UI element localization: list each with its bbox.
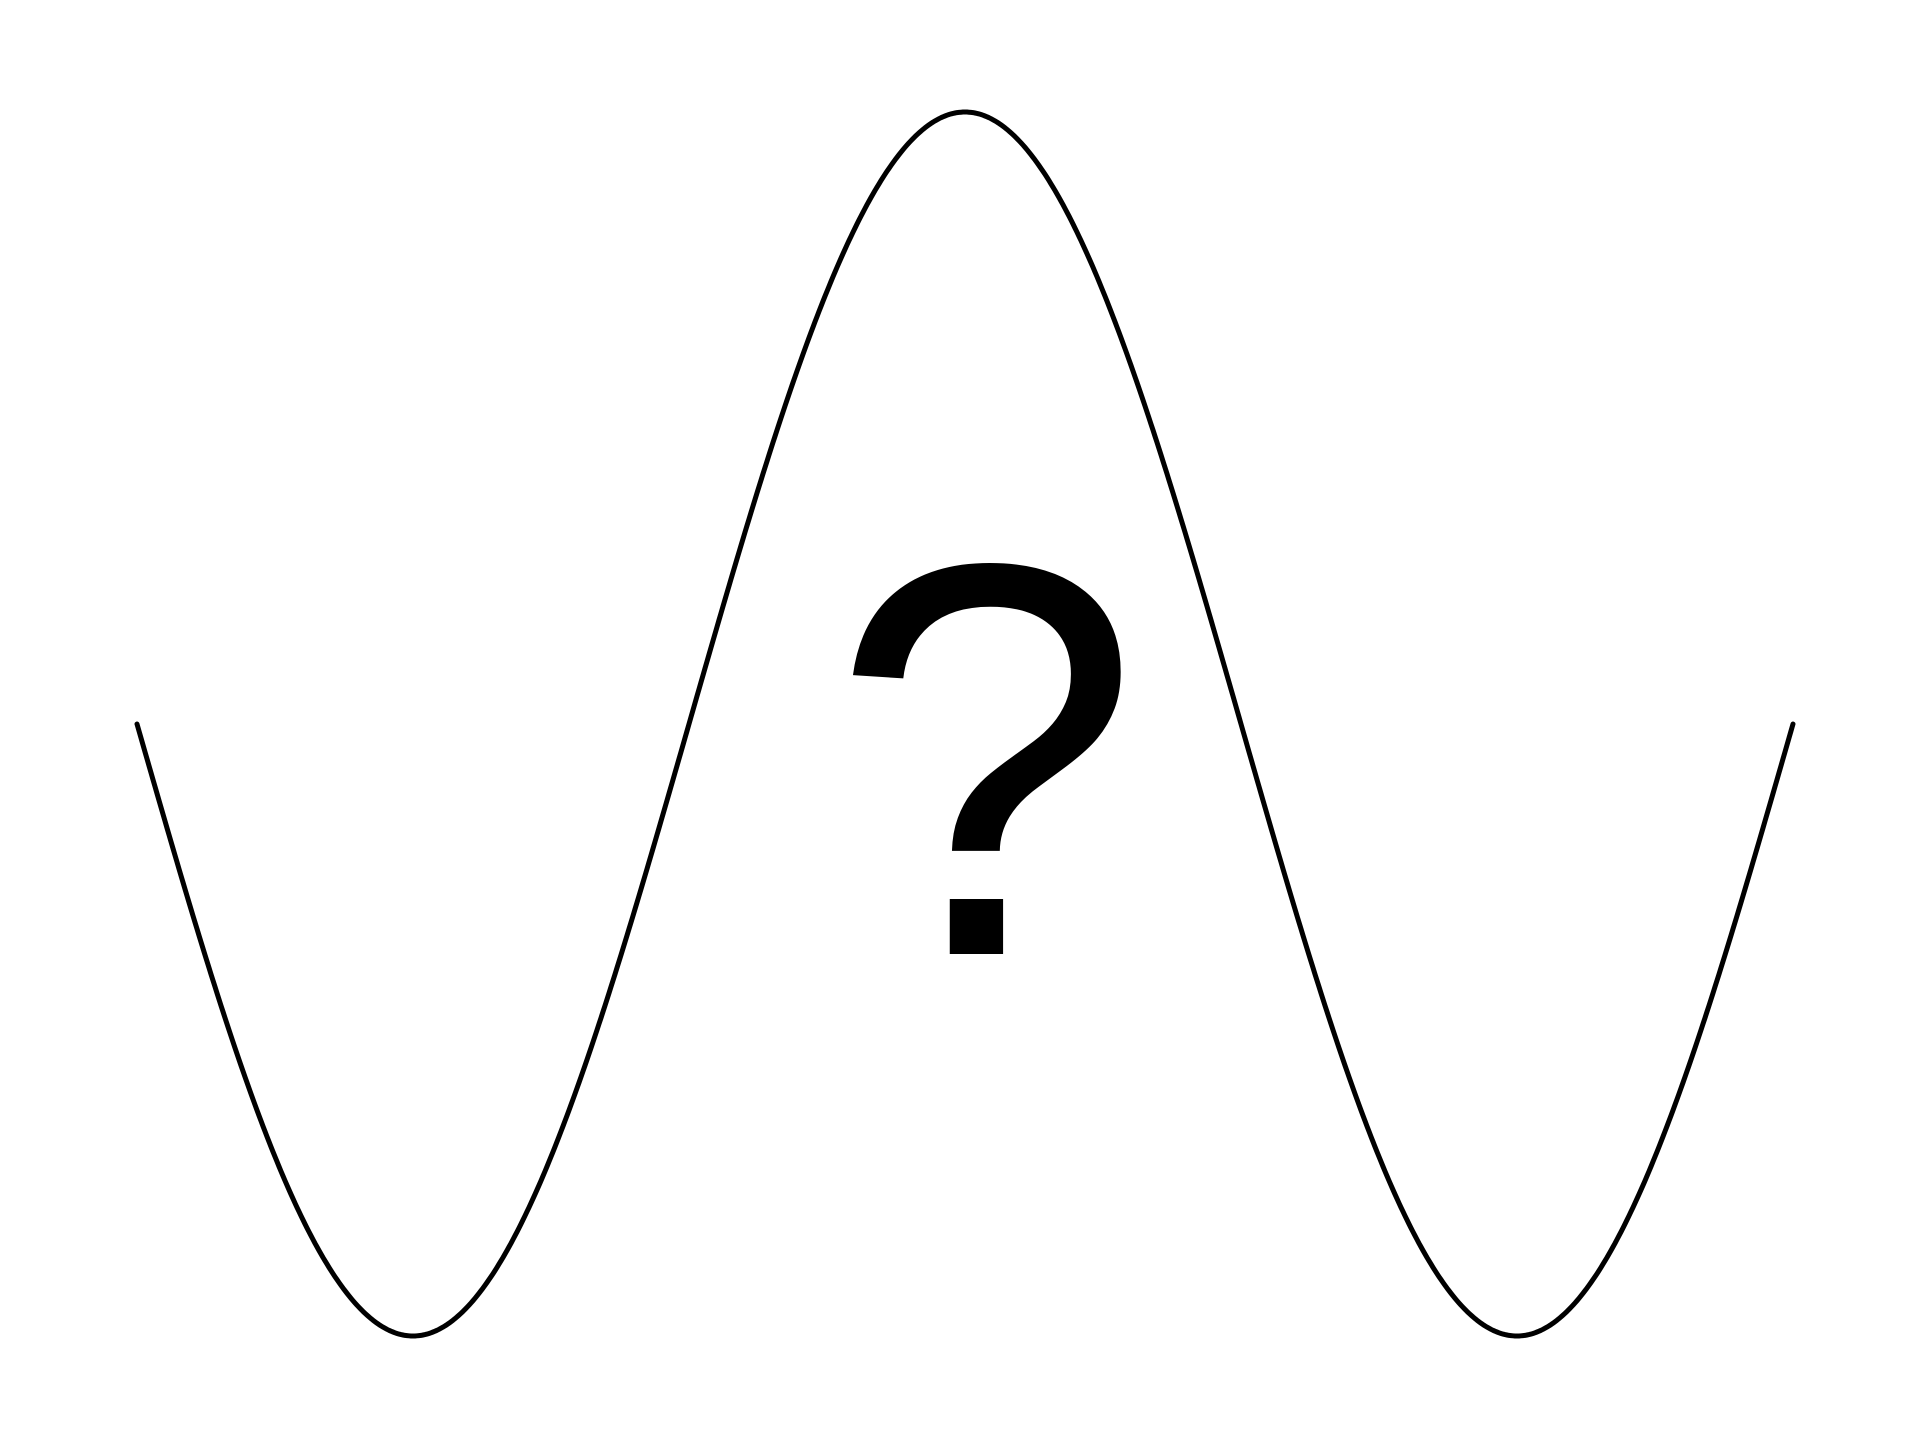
question-mark-symbol: ? (830, 447, 1142, 1073)
sine-wave-curve (134, 109, 1796, 1339)
